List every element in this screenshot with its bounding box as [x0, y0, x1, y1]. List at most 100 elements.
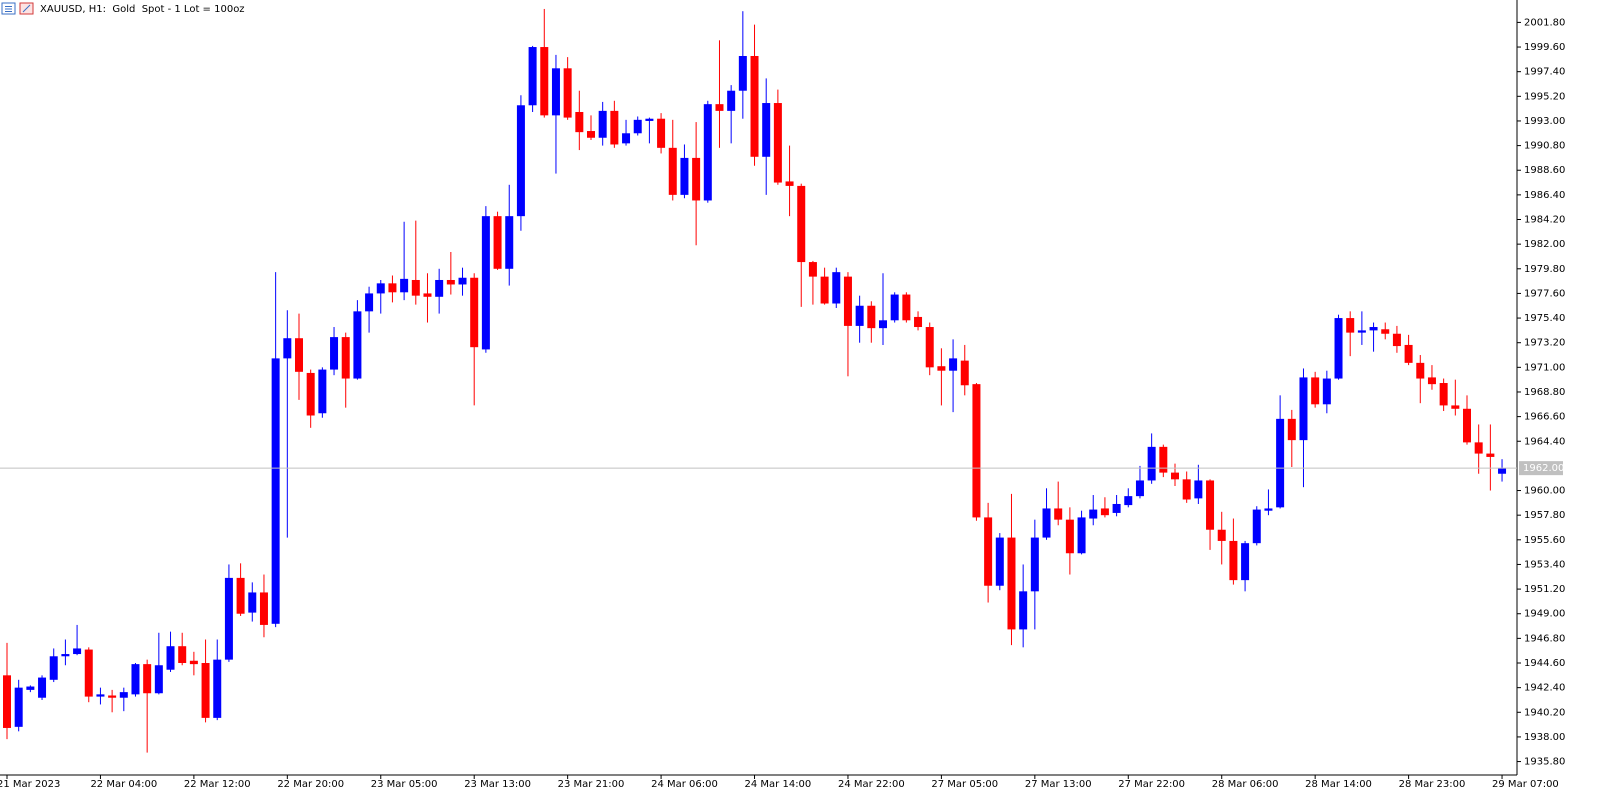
candle-body	[551, 68, 560, 116]
candle-body	[189, 660, 198, 665]
y-tick-label: 1993.00	[1524, 116, 1565, 127]
candle-body	[668, 147, 677, 195]
candle-body	[1276, 418, 1285, 508]
candle-body	[505, 216, 514, 269]
candle-body	[808, 262, 817, 277]
candle-body	[1217, 529, 1226, 541]
candle-body	[1498, 468, 1507, 474]
x-tick-label: 28 Mar 14:00	[1305, 779, 1372, 790]
candle-body	[1392, 333, 1401, 347]
candle-body	[797, 185, 806, 263]
x-tick-label: 21 Mar 2023	[0, 779, 60, 790]
candle-body	[1229, 540, 1238, 581]
y-tick-label: 1955.60	[1524, 535, 1565, 546]
candle-body	[727, 90, 736, 111]
candle-body	[435, 279, 444, 297]
candle-body	[73, 648, 82, 655]
candle-body	[224, 577, 233, 660]
candle-body	[318, 369, 327, 414]
icon-line	[22, 4, 31, 13]
candle-body	[1124, 496, 1133, 506]
candle-body	[902, 294, 911, 321]
x-tick-label: 28 Mar 23:00	[1399, 779, 1466, 790]
candle-body	[1182, 479, 1191, 500]
candle-body	[1159, 446, 1168, 473]
candle-body	[1346, 318, 1355, 333]
candle-body	[692, 157, 701, 201]
candle-body	[1147, 446, 1156, 481]
y-tick-label: 1986.40	[1524, 190, 1565, 201]
candle-body	[1334, 318, 1343, 379]
candle-body	[259, 592, 268, 625]
x-tick-label: 22 Mar 12:00	[184, 779, 251, 790]
candle-body	[949, 358, 958, 371]
candle-body	[1054, 508, 1063, 520]
y-tick-label: 1977.60	[1524, 288, 1565, 299]
y-tick-label: 1982.00	[1524, 239, 1565, 250]
candle-body	[1194, 480, 1203, 499]
x-tick-label: 24 Mar 22:00	[838, 779, 905, 790]
candle-body	[411, 279, 420, 296]
candle-body	[1474, 442, 1483, 454]
candle-body	[1019, 591, 1028, 630]
candle-body	[1451, 405, 1460, 409]
candle-body	[3, 675, 11, 728]
y-tick-label: 1935.80	[1524, 757, 1565, 768]
y-tick-label: 1995.20	[1524, 91, 1565, 102]
y-tick-label: 1953.40	[1524, 559, 1565, 570]
candle-body	[598, 110, 607, 138]
candle-body	[1416, 362, 1425, 379]
candle-body	[178, 646, 187, 664]
candle-body	[750, 55, 759, 157]
candle-body	[1381, 329, 1390, 334]
candle-body	[166, 646, 175, 670]
y-tick-label: 1968.80	[1524, 387, 1565, 398]
candle-body	[376, 283, 385, 294]
candle-body	[14, 687, 23, 727]
candle-body	[984, 517, 993, 586]
candle-body	[680, 157, 689, 195]
candle-body	[1030, 537, 1039, 592]
candle-body	[1299, 377, 1308, 441]
y-tick-label: 1960.00	[1524, 486, 1565, 497]
candle-body	[1112, 503, 1121, 513]
candle-body	[108, 695, 117, 698]
candle-body	[143, 664, 152, 694]
candle-body	[388, 283, 397, 293]
candle-body	[1077, 517, 1086, 554]
y-tick-label: 2001.80	[1524, 17, 1565, 28]
candle-body	[1264, 508, 1273, 511]
x-tick-label: 23 Mar 13:00	[464, 779, 531, 790]
y-tick-label: 1957.80	[1524, 510, 1565, 521]
candle-body	[855, 305, 864, 326]
candle-body	[867, 305, 876, 329]
candle-body	[213, 659, 222, 718]
candle-body	[972, 384, 981, 518]
candle-body	[1463, 408, 1471, 443]
x-tick-label: 27 Mar 05:00	[931, 779, 998, 790]
y-tick-label: 1938.00	[1524, 732, 1565, 743]
candle-body	[248, 592, 257, 613]
candle-body	[516, 105, 525, 217]
y-tick-label: 1951.20	[1524, 584, 1565, 595]
x-tick-label: 22 Mar 04:00	[90, 779, 157, 790]
y-tick-label: 1940.20	[1524, 707, 1565, 718]
candle-body	[785, 181, 794, 186]
y-tick-label: 1997.40	[1524, 67, 1565, 78]
x-tick-label: 27 Mar 13:00	[1025, 779, 1092, 790]
y-tick-label: 1990.80	[1524, 141, 1565, 152]
y-tick-label: 1964.40	[1524, 436, 1565, 447]
candle-body	[154, 665, 163, 694]
candle-body	[960, 360, 969, 386]
candle-body	[1135, 480, 1144, 497]
x-tick-label: 22 Mar 20:00	[277, 779, 344, 790]
candle-body	[738, 55, 747, 91]
candle-body	[540, 47, 549, 116]
x-tick-label: 24 Mar 06:00	[651, 779, 718, 790]
candle-body	[832, 272, 841, 304]
candle-body	[38, 677, 47, 698]
candle-body	[1404, 344, 1413, 363]
y-tick-label: 1999.60	[1524, 42, 1565, 53]
candle-body	[914, 316, 923, 328]
